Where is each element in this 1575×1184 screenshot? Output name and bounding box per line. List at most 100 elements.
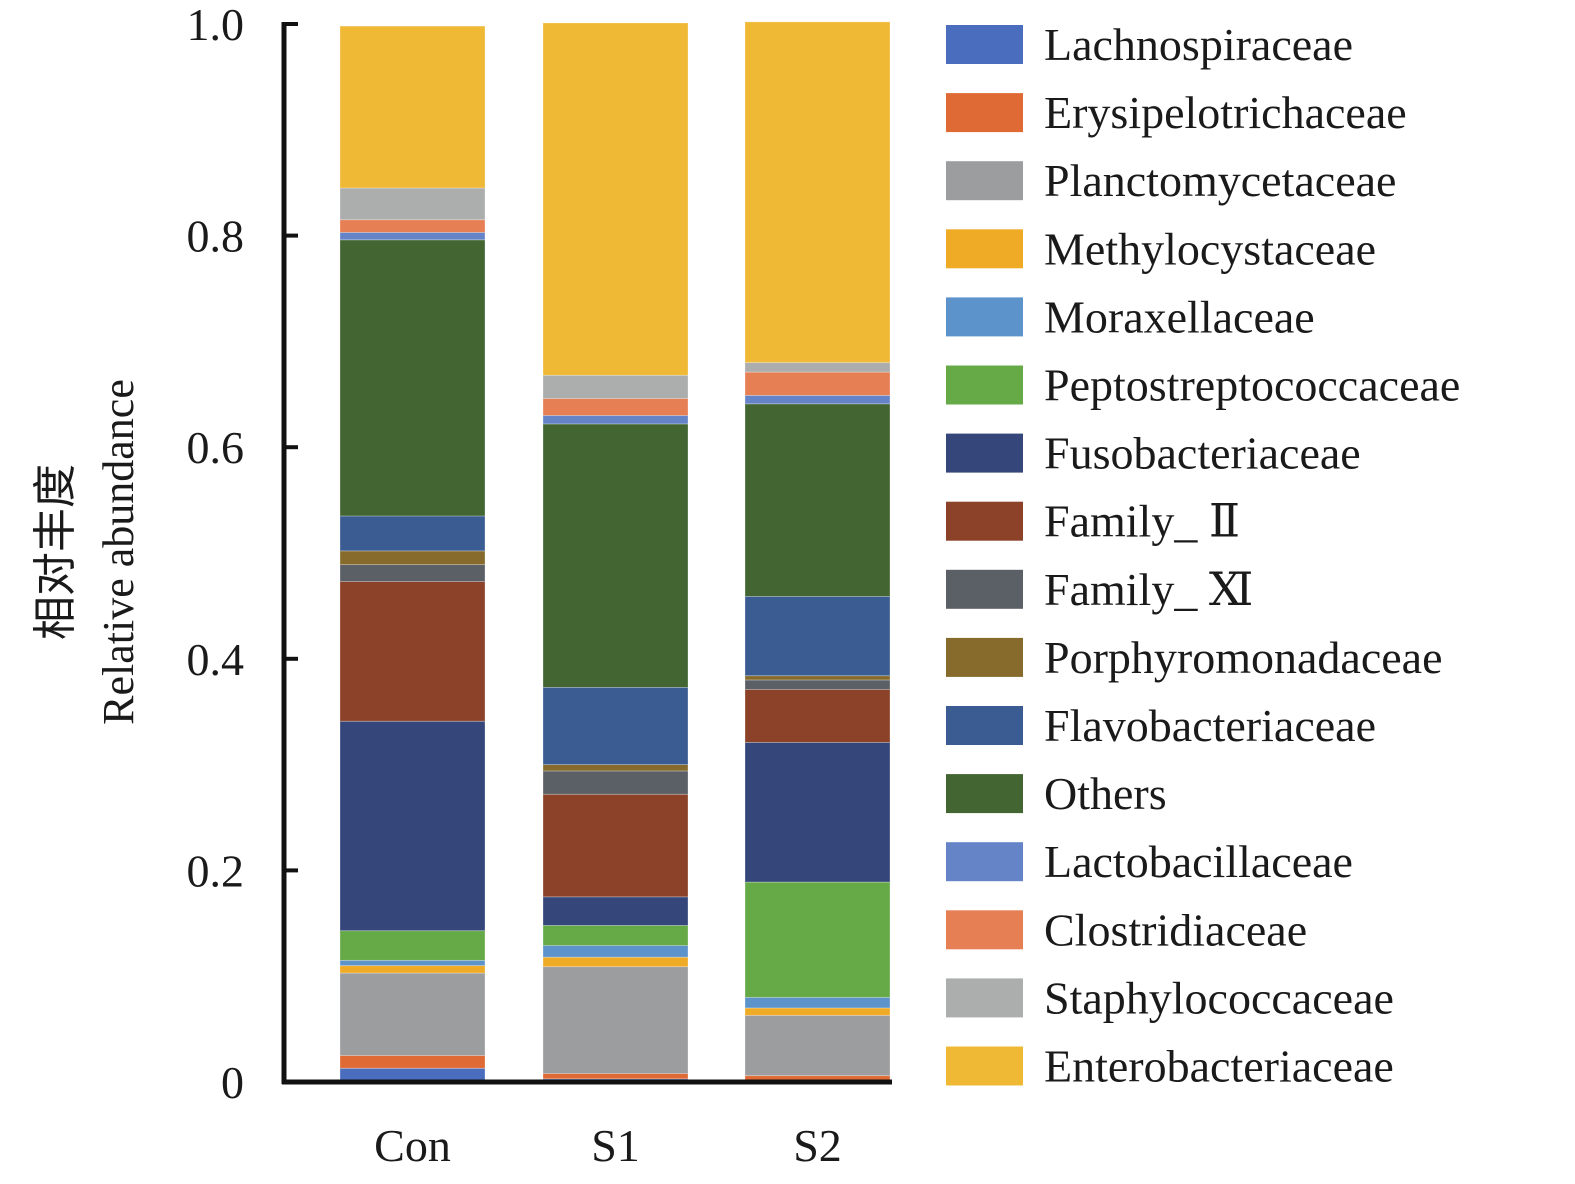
bar-segment-con-11 — [339, 239, 486, 517]
legend-label: Others — [1044, 768, 1167, 819]
legend-swatch — [946, 706, 1023, 745]
bar-segment-s2-15 — [744, 21, 891, 363]
legend-swatch — [946, 229, 1023, 269]
bar-segment-con-3 — [339, 965, 486, 974]
bar-segment-s2-4 — [744, 996, 891, 1009]
legend: Lachnospiraceae Erysipelotrichaceae Planct… — [946, 19, 1460, 1092]
bar-stack-s1 — [542, 22, 689, 1083]
bar-segment-s1-10 — [542, 686, 689, 766]
bar-segment-s2-7 — [744, 689, 891, 743]
bar-segment-s1-12 — [542, 415, 689, 425]
legend-item: Clostridiaceae — [946, 904, 1307, 955]
legend-item: Peptostreptococcaceae — [946, 360, 1460, 411]
legend-item: Family_ Ⅺ — [946, 564, 1253, 615]
legend-label: Family_ Ⅱ — [1044, 496, 1240, 547]
y-axis-label: 相对丰度 Relative abundance — [31, 379, 143, 725]
legend-item: Methylocystaceae — [946, 223, 1376, 274]
bar-segment-con-15 — [339, 25, 486, 189]
bar-segment-con-7 — [339, 581, 486, 722]
bar-segment-s1-4 — [542, 945, 689, 958]
bar-segment-con-9 — [339, 550, 486, 566]
bar-stack-s2 — [744, 21, 891, 1083]
bar-segment-s1-1 — [542, 1073, 689, 1080]
legend-item: Lachnospiraceae — [946, 19, 1353, 70]
bar-segment-con-10 — [339, 515, 486, 552]
x-tick-labels: Con S1 S2 — [374, 1120, 842, 1171]
bars-layer — [339, 21, 891, 1083]
legend-label: Methylocystaceae — [1044, 223, 1376, 274]
y-tick-label: 0.2 — [187, 845, 245, 896]
x-tick-label: S2 — [793, 1120, 842, 1171]
legend-item: Family_ Ⅱ — [946, 496, 1240, 547]
bar-segment-s2-14 — [744, 362, 891, 373]
y-axis-label-en: Relative abundance — [94, 379, 143, 725]
bar-segment-s2-13 — [744, 371, 891, 396]
legend-swatch — [946, 978, 1023, 1018]
x-tick-label: Con — [374, 1120, 451, 1171]
bar-segment-s1-8 — [542, 770, 689, 795]
legend-swatch — [946, 569, 1023, 609]
bar-segment-s1-14 — [542, 374, 689, 399]
y-tick-label: 0.4 — [187, 634, 245, 685]
legend-item: Staphylococcaceae — [946, 972, 1394, 1023]
bar-stack-con — [339, 25, 486, 1083]
bar-segment-s2-10 — [744, 595, 891, 677]
legend-label: Lachnospiraceae — [1044, 19, 1353, 70]
bar-segment-con-13 — [339, 219, 486, 233]
legend-item: Others — [946, 768, 1167, 819]
legend-label: Family_ Ⅺ — [1044, 564, 1253, 615]
bar-segment-s1-2 — [542, 966, 689, 1074]
bar-segment-con-14 — [339, 187, 486, 221]
bar-segment-con-8 — [339, 564, 486, 582]
legend-item: Enterobacteriaceae — [946, 1041, 1394, 1092]
legend-swatch — [946, 637, 1023, 677]
bar-segment-con-12 — [339, 232, 486, 241]
legend-swatch — [946, 433, 1023, 473]
y-tick-label: 0.6 — [187, 422, 245, 473]
legend-label: Flavobacteriaceae — [1044, 700, 1376, 751]
legend-swatch — [946, 774, 1023, 814]
legend-item: Fusobacteriaceae — [946, 428, 1361, 479]
legend-item: Moraxellaceae — [946, 291, 1315, 342]
legend-swatch — [946, 501, 1023, 541]
bar-segment-s2-5 — [744, 881, 891, 998]
legend-swatch — [946, 365, 1023, 405]
legend-label: Fusobacteriaceae — [1044, 428, 1361, 479]
bar-segment-s1-6 — [542, 896, 689, 926]
bar-segment-con-1 — [339, 1055, 486, 1069]
legend-swatch — [946, 1046, 1023, 1086]
y-tick-label: 0.8 — [187, 211, 245, 262]
legend-label: Planctomycetaceae — [1044, 155, 1396, 206]
bar-segment-s1-3 — [542, 956, 689, 968]
bar-segment-con-6 — [339, 720, 486, 932]
y-axis-label-cn: 相对丰度 — [31, 464, 80, 640]
legend-label: Enterobacteriaceae — [1044, 1041, 1394, 1092]
legend-label: Lactobacillaceae — [1044, 836, 1353, 887]
y-ticks: 0 0.2 0.4 0.6 0.8 1.0 — [187, 0, 298, 1108]
bar-segment-s2-8 — [744, 679, 891, 690]
bar-segment-s2-2 — [744, 1014, 891, 1077]
legend-swatch — [946, 842, 1023, 882]
bar-segment-s1-11 — [542, 423, 689, 688]
x-tick-label: S1 — [591, 1120, 640, 1171]
legend-item: Flavobacteriaceae — [946, 700, 1376, 751]
bar-segment-s2-9 — [744, 675, 891, 681]
legend-label: Staphylococcaceae — [1044, 972, 1394, 1023]
legend-item: Lactobacillaceae — [946, 836, 1353, 887]
legend-label: Porphyromonadaceae — [1044, 632, 1443, 683]
bar-segment-s2-1 — [744, 1075, 891, 1081]
legend-item: Planctomycetaceae — [946, 155, 1396, 206]
bar-segment-s2-6 — [744, 741, 891, 883]
legend-swatch — [946, 297, 1023, 337]
bar-segment-s1-7 — [542, 793, 689, 898]
bar-segment-s2-3 — [744, 1007, 891, 1016]
legend-swatch — [946, 161, 1023, 201]
legend-item: Porphyromonadaceae — [946, 632, 1443, 683]
bar-segment-s2-11 — [744, 403, 891, 597]
bar-segment-s1-9 — [542, 764, 689, 772]
axes-layer — [281, 22, 892, 1085]
legend-label: Peptostreptococcaceae — [1044, 360, 1460, 411]
legend-swatch — [946, 910, 1023, 950]
bar-segment-s1-13 — [542, 398, 689, 416]
